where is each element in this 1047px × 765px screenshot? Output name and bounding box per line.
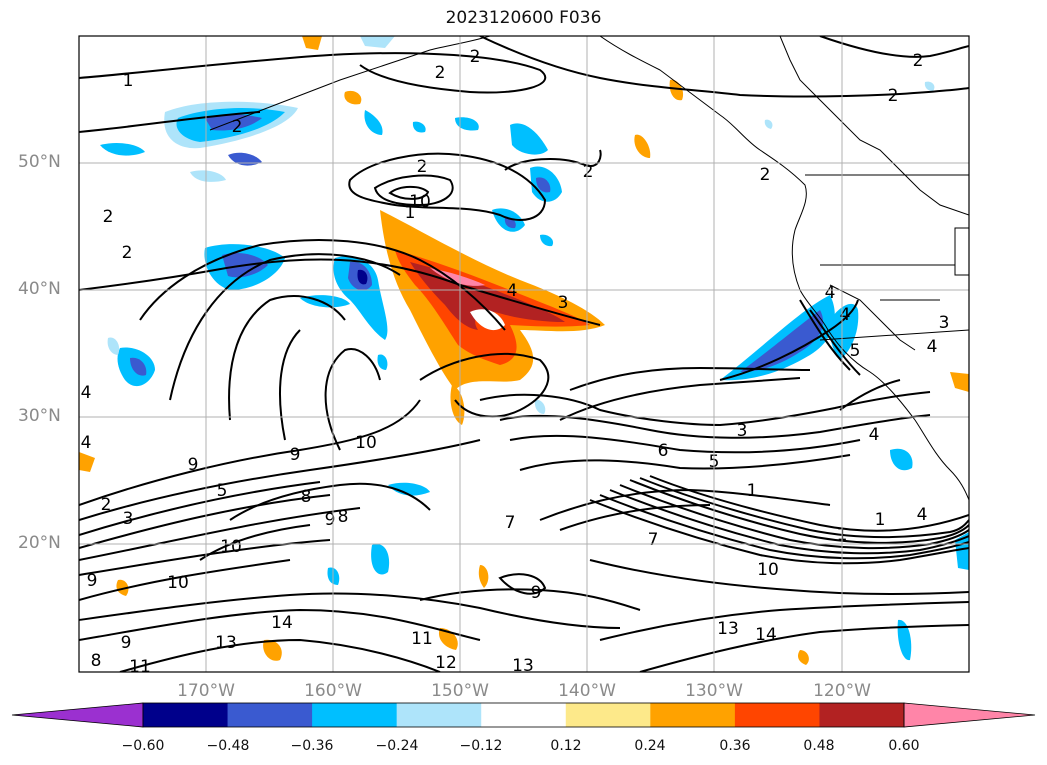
contour-label: 2	[470, 47, 481, 67]
colorbar-tick-label: 0.48	[803, 738, 835, 754]
contour-label: 14	[271, 613, 293, 633]
contour-label: 10	[220, 537, 242, 557]
colorbar-tick-label: −0.36	[290, 738, 334, 754]
contour-label: 3	[123, 509, 134, 529]
colorbar-extend-max	[903, 702, 1036, 728]
contour-label: 3	[939, 313, 950, 333]
map-title: 2023120600 F036	[445, 8, 602, 28]
contour-label: 13	[717, 619, 739, 639]
map-frame	[78, 35, 970, 673]
contour-label: 1	[747, 481, 758, 501]
contour-label: 2	[101, 495, 112, 515]
contour-label: 2	[435, 63, 446, 83]
contour-label: 8	[338, 507, 349, 527]
longitude-label: 120°W	[813, 681, 871, 701]
contour-label: 4	[825, 283, 836, 303]
contour-label: 4	[840, 305, 851, 325]
contour-label: 4	[81, 433, 92, 453]
contour-label: 12	[435, 653, 457, 673]
contour-label: 1	[123, 71, 134, 91]
contour-label: 1	[405, 203, 416, 223]
contour-label: 9	[325, 510, 336, 530]
contour-label: 7	[505, 513, 516, 533]
colorbar-segment	[227, 703, 313, 727]
latitude-label: 50°N	[18, 152, 61, 172]
contour-label: 10	[409, 192, 431, 212]
contour-label: 10	[355, 433, 377, 453]
contour-lines	[79, 36, 969, 672]
colorbar-segment	[143, 703, 229, 727]
colorbar-extend-min	[11, 702, 144, 728]
longitude-label: 150°W	[431, 681, 489, 701]
contour-label: 4	[869, 425, 880, 445]
colorbar-segment	[819, 703, 905, 727]
latitude-label: 30°N	[18, 406, 61, 426]
contour-label: 8	[91, 651, 102, 671]
contour-label: 2	[103, 207, 114, 227]
contour-label: 2	[122, 243, 133, 263]
latitude-label: 20°N	[18, 533, 61, 553]
colorbar-tick-label: −0.60	[121, 738, 165, 754]
contour-label: 9	[188, 455, 199, 475]
colorbar-tick-label: 0.24	[634, 738, 666, 754]
contour-label: 10	[757, 560, 779, 580]
contour-label: 9	[531, 583, 542, 603]
longitude-label: 170°W	[177, 681, 235, 701]
colorbar-segment	[396, 703, 482, 727]
latitude-label: 40°N	[18, 279, 61, 299]
colorbar-segment	[312, 703, 398, 727]
contour-label: 10	[167, 573, 189, 593]
contour-label: 7	[648, 530, 659, 550]
contour-label: 2	[760, 165, 771, 185]
contour-label: 5	[217, 481, 228, 501]
contour-label: 3	[558, 293, 569, 313]
contour-label: 9	[87, 571, 98, 591]
colorbar-segment	[734, 703, 820, 727]
colorbar-outline	[142, 702, 905, 728]
contour-label: 11	[129, 657, 151, 677]
contour-label: 4	[81, 383, 92, 403]
contour-label: 5	[850, 341, 861, 361]
contour-label: 13	[215, 633, 237, 653]
colorbar-tick-label: −0.48	[206, 738, 250, 754]
contour-label: 6	[658, 441, 669, 461]
contour-label: 8	[301, 487, 312, 507]
longitude-label: 140°W	[558, 681, 616, 701]
contour-label: 1	[875, 510, 886, 530]
contour-label: 2	[417, 157, 428, 177]
coastline	[209, 36, 969, 501]
longitude-label: 160°W	[304, 681, 362, 701]
contour-label: 4	[507, 281, 518, 301]
colorbar	[11, 702, 1036, 728]
contour-label: 3	[737, 421, 748, 441]
colorbar-tick-label: −0.24	[375, 738, 419, 754]
contour-label-group: 1 2 2 2 2 1 2 2 2 2 2 2 10 4 3 3 4 4 5 4…	[81, 47, 950, 677]
longitude-label: 130°W	[685, 681, 743, 701]
gridlines	[79, 36, 969, 672]
contour-label: 2	[583, 162, 594, 182]
contour-label: 14	[755, 625, 777, 645]
contour-label: 11	[411, 629, 433, 649]
contour-label: 2	[232, 117, 243, 137]
contour-label: 13	[512, 656, 534, 676]
contour-label: 9	[290, 445, 301, 465]
colorbar-tick-label: 0.60	[888, 738, 920, 754]
map-panel: 1 2 2 2 2 1 2 2 2 2 2 2 10 4 3 3 4 4 5 4…	[78, 35, 970, 677]
contour-label: 2	[913, 51, 924, 71]
contour-label: 4	[917, 505, 928, 525]
contour-label: 9	[121, 633, 132, 653]
contour-label: 4	[927, 337, 938, 357]
colorbar-tick-label: 0.12	[550, 738, 582, 754]
colorbar-segment	[481, 703, 567, 727]
colorbar-segment	[565, 703, 651, 727]
colorbar-segment	[650, 703, 736, 727]
colorbar-tick-label: −0.12	[459, 738, 503, 754]
colorbar-tick-label: 0.36	[719, 738, 751, 754]
contour-label: 2	[888, 86, 899, 106]
